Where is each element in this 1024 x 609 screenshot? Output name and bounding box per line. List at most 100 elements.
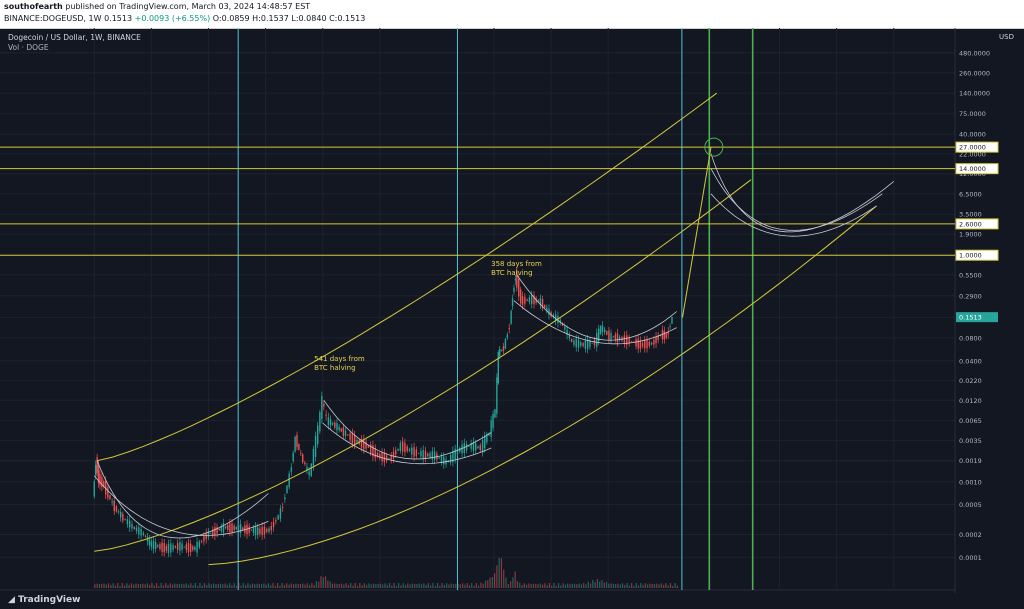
volume-bar <box>557 583 560 588</box>
candle-body <box>440 456 443 463</box>
candle-body <box>591 342 593 344</box>
candle-body <box>577 339 580 348</box>
candle-body <box>277 514 279 520</box>
volume-bar <box>119 585 121 588</box>
candle-body <box>95 464 97 476</box>
candle-body <box>203 536 205 542</box>
bowl-arc <box>516 274 677 341</box>
volume-bar <box>219 583 222 588</box>
volume-bar <box>521 585 523 588</box>
candle-body <box>286 485 288 493</box>
volume-bar <box>121 583 123 588</box>
volume-bar <box>525 584 528 588</box>
candle-body <box>340 428 342 432</box>
candle-body <box>546 307 548 311</box>
middle-trend-curve <box>94 179 752 552</box>
volume-bar <box>482 583 484 588</box>
bowl-arc <box>322 422 492 465</box>
candle-body <box>314 436 317 457</box>
candle-body <box>568 334 571 338</box>
volume-bar <box>393 583 395 588</box>
price-level-tag <box>955 218 999 230</box>
candle-body <box>231 523 233 533</box>
volume-bar <box>277 583 279 588</box>
candle-body <box>559 319 561 323</box>
volume-bar <box>96 583 98 588</box>
candle-body <box>174 546 177 548</box>
volume-bar <box>139 583 142 588</box>
volume-bar <box>592 579 594 588</box>
y-tick-label: 3.5000 <box>959 211 982 219</box>
volume-bar <box>311 582 313 588</box>
candle-body <box>395 450 397 455</box>
candle-body <box>207 530 210 538</box>
volume-bar <box>160 583 162 588</box>
candle-body <box>468 446 470 447</box>
candle-body <box>566 329 568 335</box>
candle-body <box>323 404 325 407</box>
candle-body <box>573 340 575 345</box>
volume-bar <box>450 583 452 588</box>
chart-area[interactable]: 480.0000 260.0000 140.0000 75.0000 40.0000 22… <box>0 28 1024 605</box>
candle-body <box>189 543 192 553</box>
volume-bar <box>496 565 498 588</box>
volume-bar <box>514 571 516 588</box>
candle-body <box>254 526 257 536</box>
volume-bar <box>466 583 468 588</box>
candle-body <box>334 422 336 428</box>
volume-bar <box>165 583 167 588</box>
volume-bar <box>516 581 519 588</box>
volume-bar <box>432 583 434 588</box>
volume-bar <box>308 585 311 588</box>
candle-body <box>365 441 367 449</box>
volume-bar <box>608 583 610 588</box>
volume-bar <box>183 584 185 588</box>
volume-bar <box>507 583 509 588</box>
volume-bar <box>283 585 286 588</box>
volume-bar <box>302 583 304 588</box>
volume-bar <box>299 584 302 588</box>
volume-bar <box>222 584 224 588</box>
volume-bar <box>126 583 128 588</box>
volume-bar <box>181 583 183 588</box>
upper-trend-curve <box>96 92 717 462</box>
volume-bar <box>281 583 283 588</box>
volume-bar <box>667 585 669 588</box>
candle-body <box>626 335 628 345</box>
candle-body <box>312 449 315 468</box>
volume-bar <box>601 580 603 588</box>
candle-body <box>665 333 667 338</box>
candle-body <box>294 436 296 452</box>
volume-bar <box>571 583 573 588</box>
volume-bar <box>468 585 471 588</box>
volume-bar <box>208 583 210 588</box>
price-chart[interactable]: 480.0000 260.0000 140.0000 75.0000 40.0000 22… <box>0 28 1024 605</box>
volume-bar <box>471 583 473 588</box>
volume-bar <box>135 583 137 588</box>
candle-body <box>126 519 129 525</box>
candle-body <box>351 433 354 444</box>
volume-bar <box>151 583 153 588</box>
publisher-name[interactable]: southofearth <box>4 2 63 11</box>
volume-bar <box>137 583 139 588</box>
volume-bar <box>498 557 500 588</box>
price-level-label: 27.0000 <box>959 144 986 152</box>
candle-body <box>104 480 107 495</box>
projection-arc <box>710 153 894 233</box>
volume-bar <box>605 582 608 588</box>
candle-body <box>424 450 427 459</box>
candle-body <box>526 299 528 301</box>
candle-body <box>157 545 159 547</box>
candle-body <box>154 542 157 549</box>
volume-bar <box>363 583 366 588</box>
candle-body <box>381 452 383 462</box>
candle-body <box>543 304 546 308</box>
candle-body <box>159 544 161 550</box>
candle-body <box>433 451 436 460</box>
volume-bar <box>242 583 244 588</box>
candle-body <box>633 341 635 343</box>
candle-body <box>521 296 524 305</box>
candle-body <box>194 547 196 550</box>
candle-body <box>648 341 651 347</box>
